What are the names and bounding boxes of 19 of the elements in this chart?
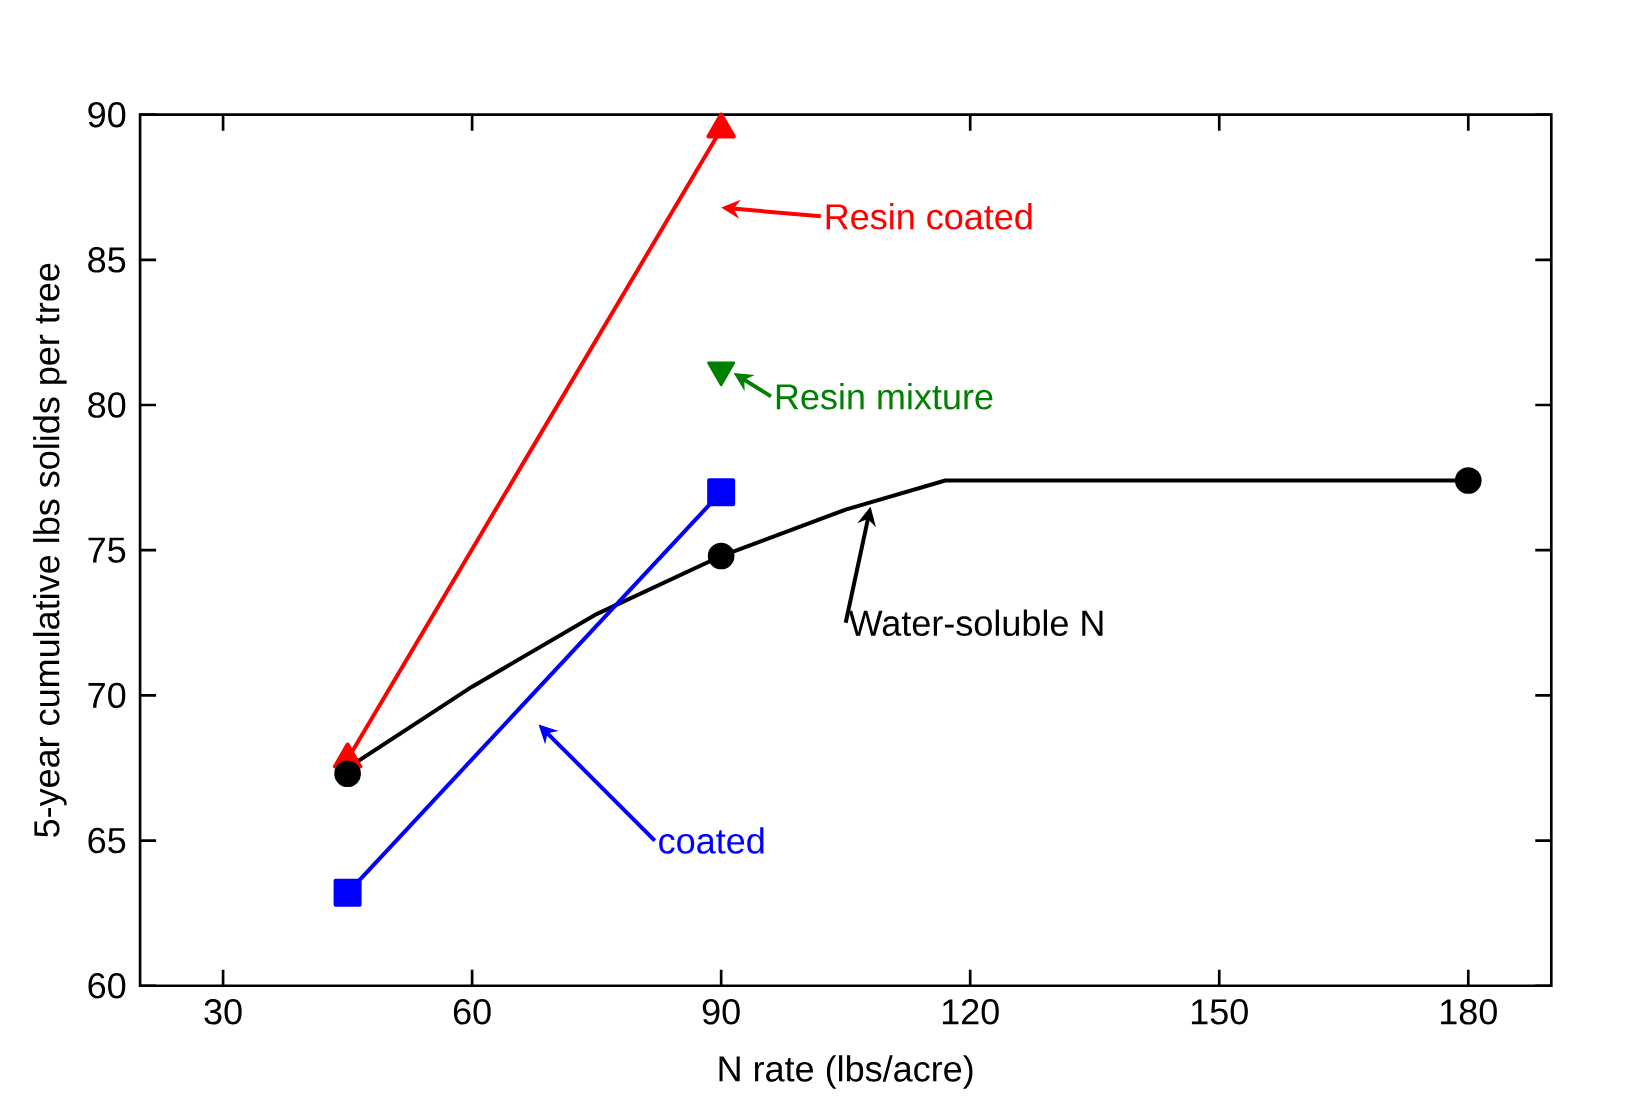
x-tick-label: 30 bbox=[204, 998, 242, 1025]
y-tick-label: 65 bbox=[88, 827, 126, 854]
x-tick-label: 60 bbox=[453, 998, 491, 1025]
text: Water-soluble N bbox=[848, 609, 1103, 636]
legend-label: Resin mixture bbox=[776, 382, 993, 410]
x-tick-label: 90 bbox=[702, 998, 740, 1025]
x-axis-title: N rate (lbs/acre) bbox=[719, 1055, 973, 1089]
y-tick-label: 70 bbox=[88, 682, 126, 708]
x-tick-label: 180 bbox=[1440, 998, 1497, 1025]
y-axis-title: 5-year cumulative lbs solids per tree bbox=[33, 263, 67, 837]
text: coated bbox=[659, 827, 764, 854]
x-tick-label: 120 bbox=[942, 998, 999, 1025]
y-tick-label: 90 bbox=[88, 101, 126, 128]
y-tick-label: 80 bbox=[88, 392, 126, 418]
y-tick-label: 75 bbox=[88, 537, 126, 563]
legend-label: Resin coated bbox=[826, 202, 1032, 230]
y-tick-label: 85 bbox=[88, 246, 126, 273]
y-tick-label: 60 bbox=[88, 972, 126, 999]
x-tick-label: 150 bbox=[1191, 998, 1248, 1025]
